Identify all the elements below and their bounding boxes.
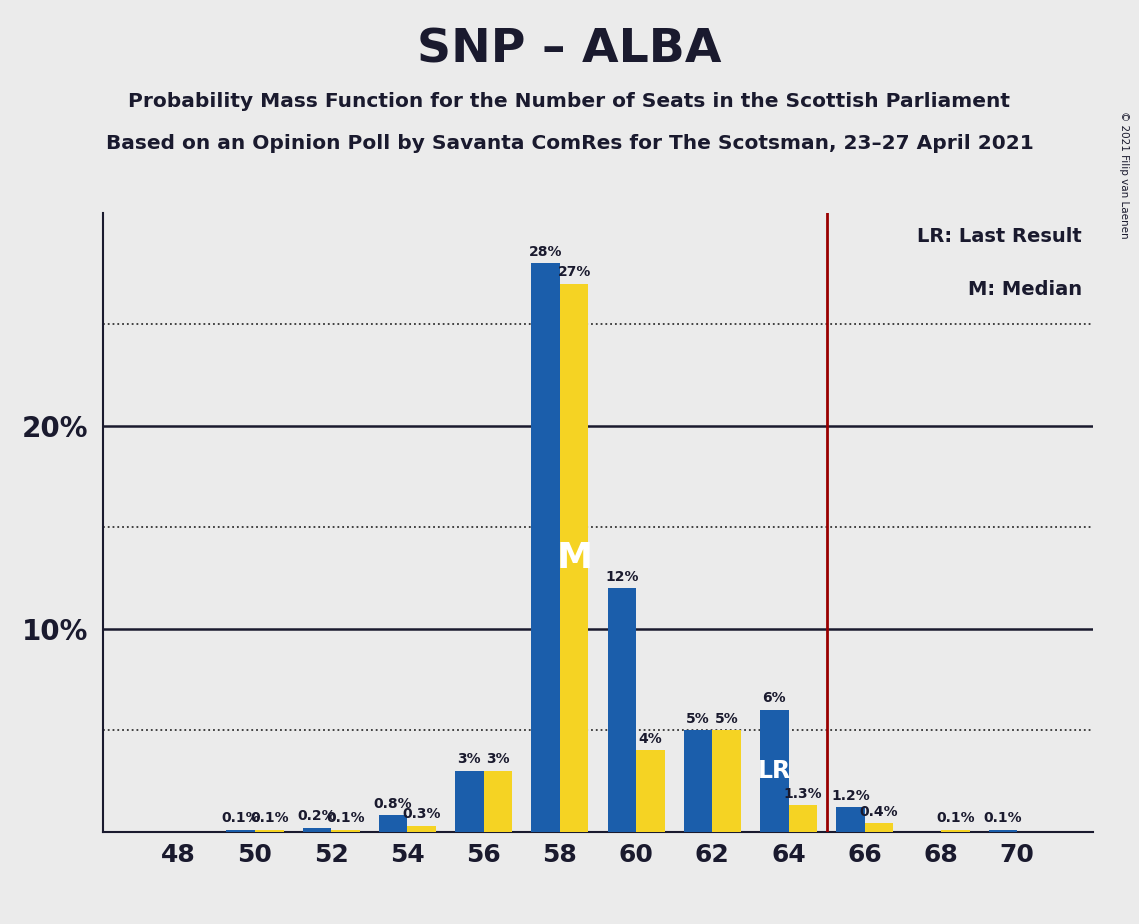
Bar — [636, 750, 665, 832]
Bar — [760, 710, 788, 832]
Text: 5%: 5% — [686, 711, 710, 725]
Bar — [712, 730, 740, 832]
Text: 1.3%: 1.3% — [784, 786, 822, 801]
Bar — [836, 808, 865, 832]
Text: LR: Last Result: LR: Last Result — [917, 226, 1082, 246]
Bar — [484, 771, 513, 832]
Bar — [408, 825, 436, 832]
Text: 0.1%: 0.1% — [984, 811, 1022, 825]
Text: LR: LR — [757, 759, 790, 783]
Bar — [379, 815, 408, 832]
Bar — [683, 730, 712, 832]
Text: 3%: 3% — [458, 752, 481, 766]
Text: 6%: 6% — [762, 691, 786, 705]
Bar — [607, 588, 636, 832]
Bar — [941, 830, 969, 832]
Text: 0.1%: 0.1% — [936, 811, 975, 825]
Text: 0.2%: 0.2% — [297, 809, 336, 823]
Text: 12%: 12% — [605, 569, 639, 584]
Bar — [560, 284, 589, 832]
Text: 27%: 27% — [557, 265, 591, 279]
Text: 0.3%: 0.3% — [402, 807, 441, 821]
Text: M: M — [556, 541, 592, 575]
Text: 0.8%: 0.8% — [374, 796, 412, 811]
Text: 4%: 4% — [639, 732, 662, 746]
Bar — [456, 771, 484, 832]
Bar — [788, 805, 817, 832]
Text: 0.1%: 0.1% — [326, 811, 364, 825]
Bar — [865, 823, 893, 832]
Bar — [531, 263, 560, 832]
Bar — [303, 828, 331, 832]
Text: © 2021 Filip van Laenen: © 2021 Filip van Laenen — [1120, 111, 1129, 238]
Text: 0.1%: 0.1% — [221, 811, 260, 825]
Bar — [331, 830, 360, 832]
Text: 0.4%: 0.4% — [860, 805, 899, 819]
Bar — [227, 830, 255, 832]
Bar — [255, 830, 284, 832]
Bar — [989, 830, 1017, 832]
Text: 1.2%: 1.2% — [831, 789, 870, 803]
Text: Based on an Opinion Poll by Savanta ComRes for The Scotsman, 23–27 April 2021: Based on an Opinion Poll by Savanta ComR… — [106, 134, 1033, 153]
Text: SNP – ALBA: SNP – ALBA — [417, 28, 722, 73]
Text: 5%: 5% — [715, 711, 738, 725]
Text: 0.1%: 0.1% — [249, 811, 288, 825]
Text: M: Median: M: Median — [968, 279, 1082, 298]
Text: Probability Mass Function for the Number of Seats in the Scottish Parliament: Probability Mass Function for the Number… — [129, 92, 1010, 112]
Text: 3%: 3% — [486, 752, 510, 766]
Text: 28%: 28% — [528, 245, 563, 259]
